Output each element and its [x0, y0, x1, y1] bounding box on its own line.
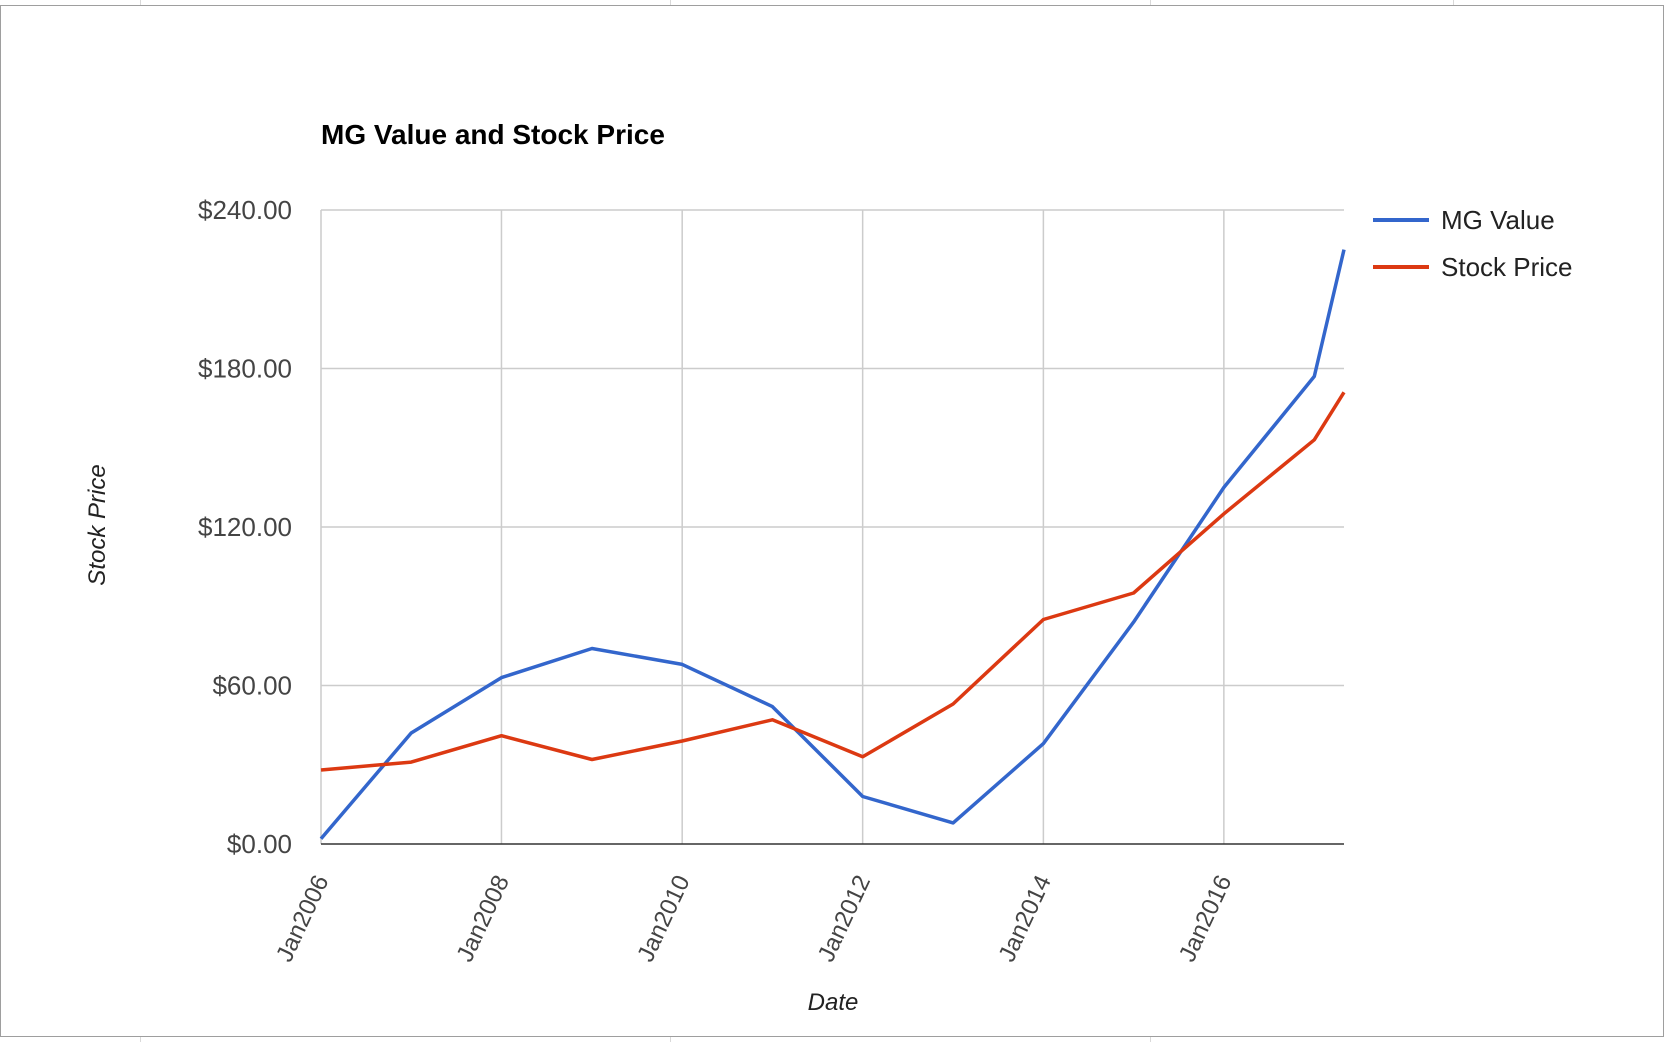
x-tick-label: Jan2014: [993, 871, 1056, 966]
sheet-gridline: [140, 0, 141, 5]
y-tick-label: $60.00: [212, 671, 292, 701]
vertical-gridlines: [320, 210, 1225, 844]
sheet-gridline: [140, 1037, 141, 1042]
chart-container[interactable]: $0.00 $60.00 $120.00 $180.00 $240.00 Jan2006…: [0, 5, 1664, 1037]
x-axis-tick-labels: Jan2006 Jan2008 Jan2010 Jan2012 Jan2014 Jan20…: [271, 871, 1237, 966]
series-line-stock-price: [320, 391, 1346, 772]
y-tick-label: $120.00: [198, 512, 292, 542]
legend-item-mg-value[interactable]: MG Value: [1373, 205, 1555, 235]
horizontal-gridlines: [321, 209, 1344, 687]
x-tick-label: Jan2008: [452, 871, 515, 966]
x-tick-label: Jan2016: [1174, 871, 1237, 966]
chart-canvas: $0.00 $60.00 $120.00 $180.00 $240.00 Jan2006…: [84, 119, 1573, 1016]
sheet-gridline: [670, 0, 671, 5]
sheet-gridline: [1150, 0, 1151, 5]
chart-legend: MG Value Stock Price: [1373, 205, 1573, 282]
series-line-mg-value: [319, 249, 1346, 840]
series-lines: [319, 249, 1346, 840]
y-tick-label: $180.00: [198, 354, 292, 384]
x-axis-title: Date: [808, 989, 859, 1016]
x-tick-label: Jan2006: [271, 871, 334, 966]
x-tick-label: Jan2012: [813, 871, 876, 966]
y-axis-tick-labels: $0.00 $60.00 $120.00 $180.00 $240.00: [198, 195, 292, 859]
sheet-gridline: [1150, 1037, 1151, 1042]
legend-item-stock-price[interactable]: Stock Price: [1373, 252, 1573, 282]
y-tick-label: $0.00: [227, 829, 292, 859]
sheet-gridline: [670, 1037, 671, 1042]
legend-label-stock-price: Stock Price: [1441, 252, 1573, 282]
y-axis-title: Stock Price: [84, 464, 111, 585]
legend-label-mg-value: MG Value: [1441, 205, 1555, 235]
x-tick-label: Jan2010: [632, 871, 695, 966]
y-tick-label: $240.00: [198, 195, 292, 225]
sheet-gridline: [1453, 0, 1454, 5]
chart-title: MG Value and Stock Price: [321, 119, 665, 150]
